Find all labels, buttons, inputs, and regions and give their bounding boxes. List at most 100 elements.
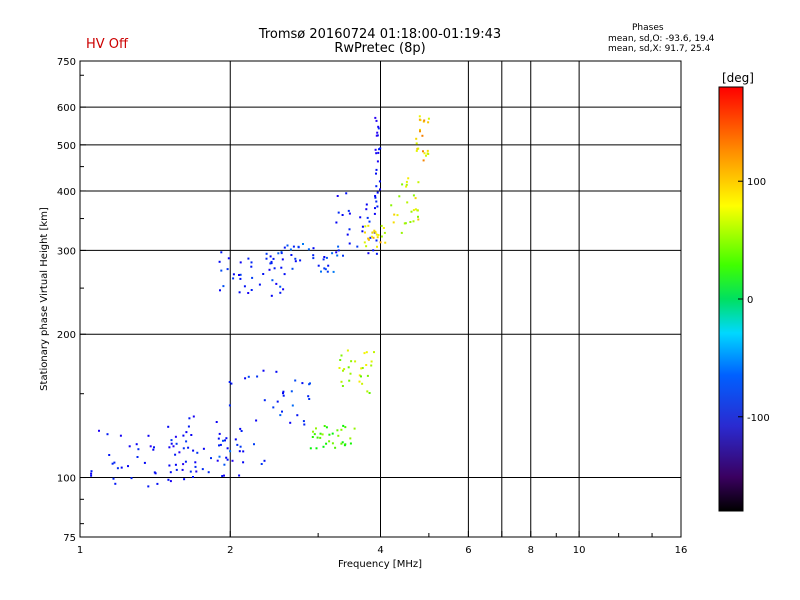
data-point [127,465,129,468]
data-point [370,235,373,238]
x-axis-ticks: 1 2 4 6 8 10 16 [77,531,687,556]
data-point [326,270,329,273]
data-point [311,436,314,438]
data-point [323,267,326,270]
data-point [377,151,380,154]
data-point [187,446,190,449]
data-point [360,367,363,370]
data-point [319,436,322,439]
data-point [332,270,335,273]
data-point [375,172,377,175]
data-point [409,221,412,223]
data-point [407,177,410,180]
data-point [342,254,344,257]
data-point [324,268,327,271]
data-point [90,470,93,473]
data-point [98,429,100,432]
stats-x-mode: mean, sd,X: 91.7, 25.4 [608,44,711,54]
data-point [283,273,286,276]
data-point [272,406,275,409]
data-point [340,428,343,431]
data-point [294,257,297,260]
data-point [286,244,289,247]
data-point [312,430,314,433]
data-point [380,235,383,238]
data-point [265,252,268,255]
data-point [369,236,372,239]
data-point [283,246,286,249]
data-point [228,381,231,383]
data-point [337,249,340,252]
data-point [375,168,378,171]
data-point [90,472,93,475]
data-point [230,382,233,385]
x-tick-label: 8 [528,545,534,556]
data-point [364,231,366,234]
data-point [302,420,305,423]
data-point [227,257,230,260]
data-point [307,395,310,398]
data-point [405,185,408,188]
data-point [221,475,224,477]
data-point [363,352,366,355]
data-point [282,390,285,393]
stats-o-mode: mean, sd,O: -93.6, 19.4 [608,34,715,44]
data-point [301,382,304,385]
data-point [218,455,221,458]
data-point [353,427,356,430]
data-point [292,245,295,248]
data-point [366,390,369,393]
data-point [269,255,272,258]
data-point [371,231,374,234]
data-point [239,445,242,448]
data-point [114,482,117,485]
data-point [315,447,318,450]
data-point [243,285,246,288]
data-point [290,254,293,256]
data-point [361,382,364,385]
data-point [313,433,316,436]
colorbar-tick-label: 100 [747,177,766,188]
data-point [223,474,225,477]
data-point [344,426,347,429]
data-point [320,270,322,273]
data-point [263,399,266,402]
data-point [182,447,185,450]
data-point [195,470,198,473]
data-point [175,442,178,445]
y-tick-label: 500 [57,141,76,152]
data-point [315,427,317,430]
data-point [187,425,190,428]
data-point [335,251,338,254]
data-point [325,426,328,429]
data-point [156,482,159,485]
data-point [322,258,325,261]
data-point [378,180,381,183]
data-point [415,137,418,140]
data-point [170,439,173,442]
data-point [376,236,379,239]
data-point [184,460,187,463]
data-point [335,221,338,224]
data-point [168,464,171,467]
data-point [250,261,253,264]
data-point [253,443,255,446]
data-point [360,375,362,378]
data-point [312,257,315,260]
x-tick-label: 6 [465,545,471,556]
data-point [417,215,419,218]
data-point [307,248,310,251]
data-point [422,150,424,153]
y-tick-label: 400 [57,187,76,198]
data-point [423,152,426,155]
data-point [348,242,351,245]
data-point [374,195,377,197]
y-tick-label: 750 [57,57,76,68]
data-point [331,252,334,255]
data-point [128,445,131,448]
data-point [239,273,242,276]
data-point [202,447,205,450]
y-tick-label: 100 [57,474,76,485]
data-point [270,262,273,265]
data-point [302,243,304,245]
